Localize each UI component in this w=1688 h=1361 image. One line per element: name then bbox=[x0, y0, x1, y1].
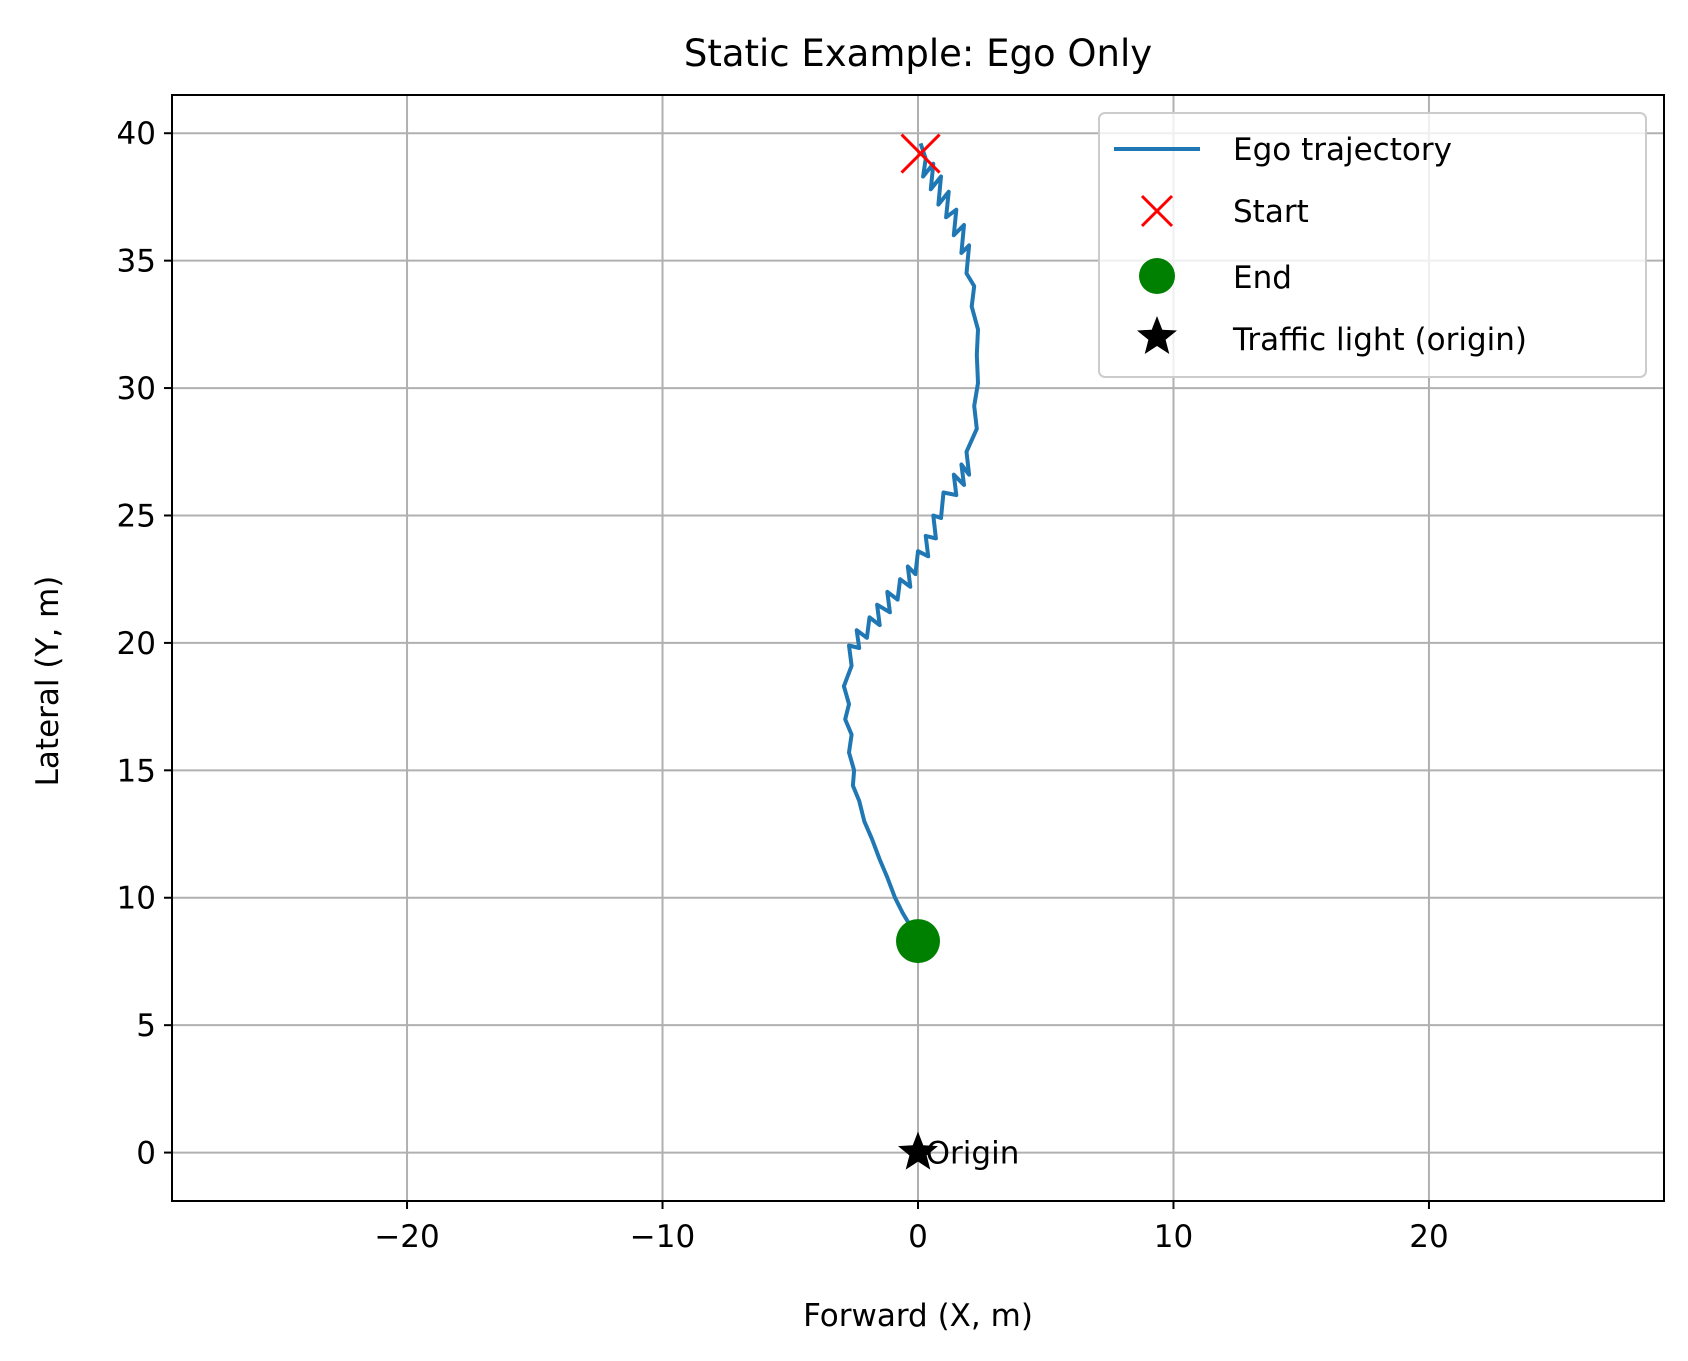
legend: Ego trajectory Start End Traffic light (… bbox=[1098, 112, 1647, 378]
y-tick-label: 35 bbox=[117, 244, 156, 280]
y-tick-label: 0 bbox=[136, 1136, 156, 1172]
legend-label-end: End bbox=[1233, 260, 1292, 296]
y-tick-label: 25 bbox=[117, 498, 156, 534]
legend-swatch-star bbox=[1137, 316, 1177, 354]
y-tick-label: 30 bbox=[117, 371, 156, 407]
axis-ticks: −20 −10 0 10 20 0 5 10 15 20 25 30 35 40 bbox=[117, 116, 1449, 1255]
y-axis-label: Lateral (Y, m) bbox=[30, 576, 66, 787]
chart-title: Static Example: Ego Only bbox=[684, 32, 1152, 75]
legend-swatch-end bbox=[1139, 258, 1175, 294]
y-tick-label: 10 bbox=[117, 881, 156, 917]
y-tick-label: 15 bbox=[117, 753, 156, 789]
end-marker bbox=[896, 919, 940, 964]
start-marker-stroke bbox=[900, 133, 941, 174]
ego-trajectory-line bbox=[841, 142, 980, 942]
x-tick-label: 20 bbox=[1409, 1219, 1448, 1255]
origin-annotation: Origin bbox=[926, 1136, 1020, 1172]
x-axis-label: Forward (X, m) bbox=[803, 1298, 1033, 1334]
legend-swatch-start bbox=[1140, 194, 1174, 228]
start-marker bbox=[900, 133, 941, 174]
legend-box bbox=[1098, 112, 1647, 378]
legend-label-start: Start bbox=[1233, 194, 1309, 230]
traffic-light-marker bbox=[898, 1131, 938, 1170]
grid-lines bbox=[172, 95, 1664, 1201]
x-tick-label: −10 bbox=[630, 1219, 695, 1255]
y-tick-label: 5 bbox=[136, 1008, 156, 1044]
y-tick-label: 40 bbox=[117, 116, 156, 152]
legend-label-traffic-light: Traffic light (origin) bbox=[1232, 322, 1527, 358]
y-tick-label: 20 bbox=[117, 626, 156, 662]
legend-label-trajectory: Ego trajectory bbox=[1233, 132, 1452, 168]
x-tick-label: 10 bbox=[1154, 1219, 1193, 1255]
plot-data: Origin bbox=[841, 133, 1020, 1172]
x-tick-label: 0 bbox=[908, 1219, 928, 1255]
x-tick-label: −20 bbox=[374, 1219, 439, 1255]
